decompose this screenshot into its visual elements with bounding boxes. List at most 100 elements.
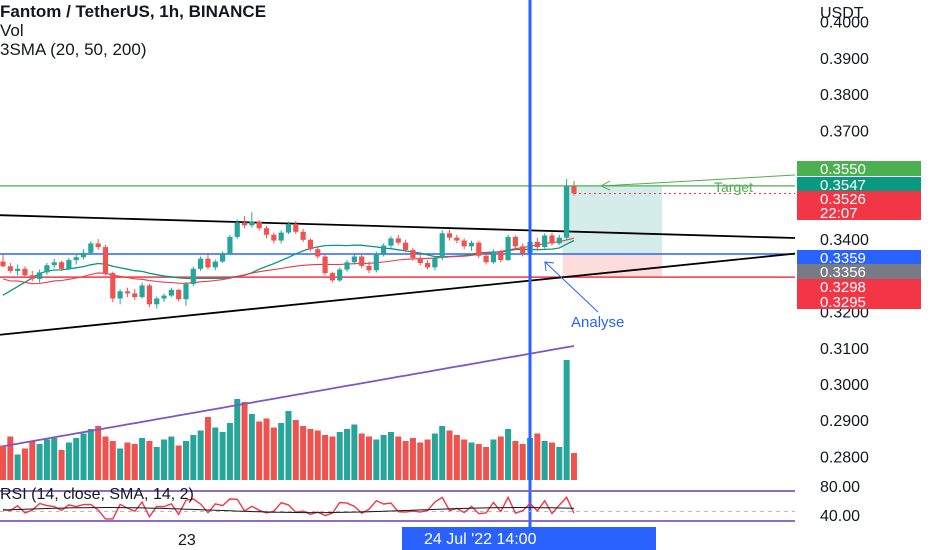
price-badge [797,191,921,206]
volume-bar [395,436,402,480]
stop-zone [562,253,662,278]
candle-body [66,260,72,269]
candle-body [542,235,548,248]
candle-body [15,268,21,271]
candle-body [366,265,372,271]
volume-bar [7,436,14,480]
candle-body [520,246,526,254]
candle-body [446,233,453,238]
candle-body [29,275,35,279]
candle-body [432,257,438,268]
candle-body [351,256,357,263]
volume-bar [212,427,219,480]
candle-body [176,289,182,300]
candle-body [512,236,518,247]
volume-bar [344,429,351,480]
volume-bar [387,432,394,480]
candle-body [102,247,109,274]
candle-body [7,266,13,271]
candle-body [154,298,160,305]
volume-bar [431,433,438,480]
candle-body [344,262,350,270]
target-label: Target [714,179,753,195]
overlays [0,185,796,448]
candle-body [132,293,138,298]
time-axis: 23 24 Jul '22 14:00 [178,527,656,550]
volume-bar [183,441,189,480]
candle-body [571,186,577,194]
candle-body [403,242,409,250]
candle-body [263,228,270,235]
volume-bar [241,402,248,480]
price-badge [797,294,921,309]
target-arrow [600,174,796,187]
candle-body [161,295,167,299]
candle-body [190,268,196,285]
volume-bar [73,438,80,480]
candles [0,178,577,309]
candle-body [80,252,87,258]
candle-body [139,285,145,298]
volume-bar [109,441,116,480]
candle-body [95,243,101,248]
candle-body [549,235,555,244]
volume-bar [226,423,233,480]
x-tick-label: 23 [178,532,196,549]
rsi-pane: RSI (14, close, SMA, 14, 2) 80.00 40.00 [0,479,860,525]
volume-bar [80,433,87,480]
volume-bar [505,429,512,480]
candle-body [37,272,43,279]
volume-bar [51,438,58,480]
chart-title: Fantom / TetherUS, 1h, BINANCE [0,2,267,21]
candle-body [395,238,401,243]
volume-bar [146,441,153,480]
candle-body [58,262,65,269]
y-tick-label: 0.3000 [820,377,869,394]
price-badge-text: 0.3547 [820,177,866,194]
lower-trendline [0,252,796,336]
candle-body [271,234,277,241]
annotations: Target Analyse [528,0,796,550]
volume-bars [0,360,577,480]
candle-body [73,257,79,261]
y-tick-label: 0.2800 [820,449,869,466]
rsi-sma-line [2,507,575,514]
y-tick-label: 0.3700 [820,123,869,140]
candle-body [220,254,226,262]
price-badge-text: 0.3526 [820,191,866,208]
candle-body [307,239,314,250]
volume-bar [58,450,65,480]
volume-bar [190,435,197,480]
volume-bar [439,426,446,480]
rsi-tick-label: 40.00 [820,508,860,525]
volume-bar [168,436,175,480]
candle-body [88,243,94,253]
volume-bar [534,433,541,480]
rsi-line [2,495,575,520]
candle-body [146,285,152,305]
volume-bar [234,399,241,480]
candle-body [381,245,387,254]
volume-bar [373,439,380,480]
volume-bar [490,439,497,480]
candle-body [51,262,57,266]
candle-body [212,261,218,268]
volume-bar [300,426,307,480]
volume-bar [102,436,109,480]
candle-body [476,242,482,256]
volume-bar [424,439,431,480]
volume-bar [351,424,358,480]
candle-body [124,291,131,294]
candle-body [388,238,394,246]
volume-bar [358,433,365,480]
volume-bar [197,430,204,480]
candle-body [454,237,460,241]
volume-bar [278,423,285,480]
target-zone [562,185,662,254]
candle-body [373,253,379,271]
volume-bar [175,445,182,480]
candle-body [183,284,189,300]
y-tick-label: 0.4000 [820,15,869,32]
candle-body [461,240,467,247]
